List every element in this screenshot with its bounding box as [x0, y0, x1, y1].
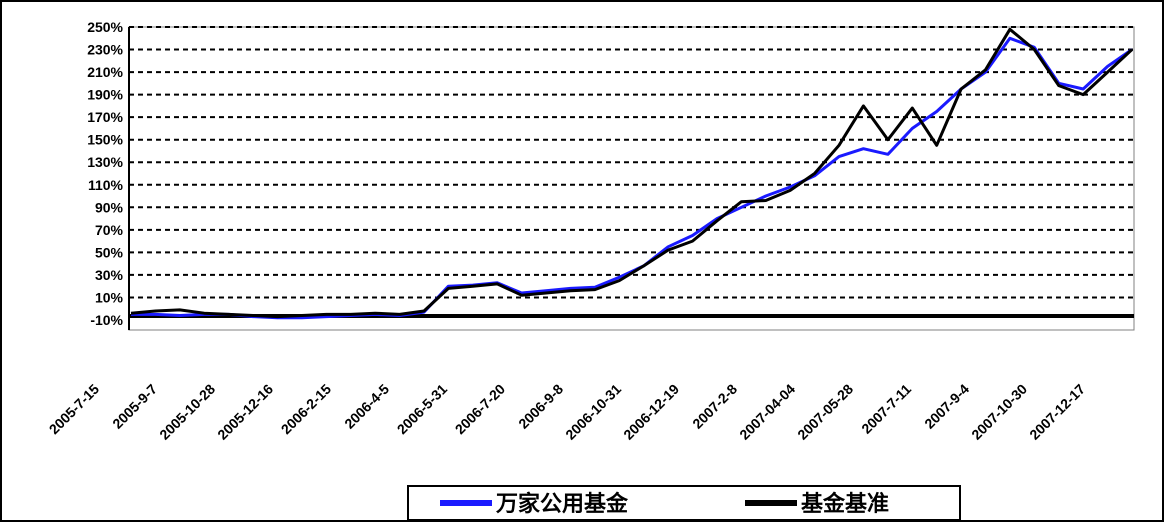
y-tick-label: 230%	[87, 42, 123, 58]
y-tick-label: 50%	[95, 244, 124, 260]
y-tick-label: -10%	[90, 312, 123, 328]
series-line-1	[130, 27, 1134, 319]
y-tick-label: 70%	[95, 222, 124, 238]
y-tick-label: 250%	[87, 19, 123, 35]
y-tick-label: 210%	[87, 64, 123, 80]
y-tick-labels: -10% 10% 30% 50% 70% 90% 110% 130% 150% 170% 190% 2…	[87, 19, 123, 328]
y-tick-label: 10%	[95, 289, 124, 305]
y-tick-label: 170%	[87, 109, 123, 125]
legend-label-series-1: 基金基准	[801, 491, 889, 516]
legend: 万家公用基金 基金基准	[407, 485, 961, 521]
y-tick-label: 30%	[95, 267, 124, 283]
legend-label-series-0: 万家公用基金	[495, 491, 629, 516]
y-tick-label: 130%	[87, 154, 123, 170]
y-tick-label: 110%	[88, 177, 124, 193]
y-tick-label: 150%	[87, 132, 123, 148]
y-tick-label: 190%	[87, 87, 123, 103]
y-tick-label: 90%	[95, 199, 124, 215]
legend-box	[407, 485, 961, 521]
series-lines	[130, 27, 1134, 320]
plot-area	[128, 26, 1135, 331]
